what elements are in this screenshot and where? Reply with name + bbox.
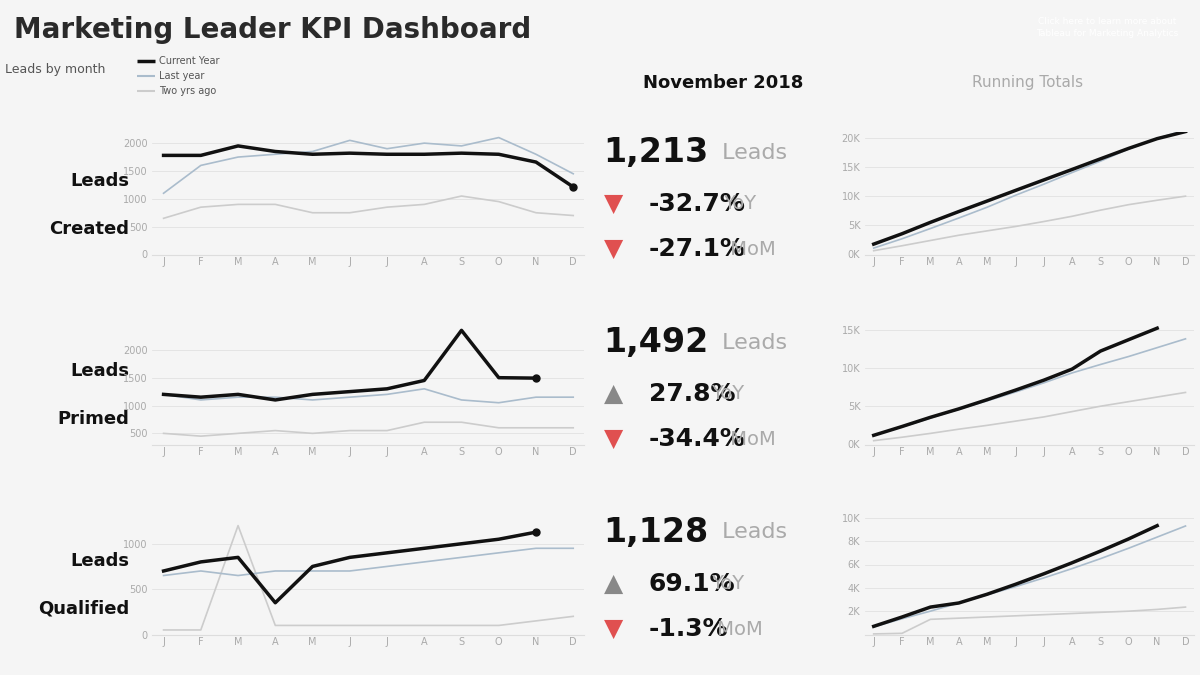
Text: Click here to learn more about
Tableau for Marketing Analytics: Click here to learn more about Tableau f…	[1036, 17, 1178, 38]
Text: ▼: ▼	[604, 618, 623, 641]
Text: November 2018: November 2018	[643, 74, 803, 92]
Text: ▲: ▲	[604, 572, 623, 596]
Text: -32.7%: -32.7%	[649, 192, 745, 216]
Text: Last year: Last year	[160, 71, 204, 81]
Text: MoM: MoM	[712, 620, 763, 639]
Text: ▼: ▼	[604, 192, 623, 216]
Text: Current Year: Current Year	[160, 56, 220, 66]
Text: YoY: YoY	[712, 384, 744, 403]
Text: MoM: MoM	[724, 240, 775, 259]
Text: Leads: Leads	[70, 552, 130, 570]
Text: YoY: YoY	[712, 574, 744, 593]
Text: Two yrs ago: Two yrs ago	[160, 86, 216, 96]
Text: 1,213: 1,213	[604, 136, 709, 169]
Text: -1.3%: -1.3%	[649, 618, 728, 641]
Text: YoY: YoY	[724, 194, 757, 213]
Text: 1,492: 1,492	[604, 326, 709, 359]
Text: ▼: ▼	[604, 427, 623, 452]
Text: Leads: Leads	[70, 172, 130, 190]
Text: Leads: Leads	[715, 333, 787, 352]
Text: Primed: Primed	[58, 410, 130, 427]
Text: Running Totals: Running Totals	[972, 75, 1084, 90]
Text: 1,128: 1,128	[604, 516, 709, 549]
Text: ▲: ▲	[604, 382, 623, 406]
Text: 27.8%: 27.8%	[649, 382, 736, 406]
Text: Leads: Leads	[715, 142, 787, 163]
Text: MoM: MoM	[724, 430, 775, 449]
Text: Created: Created	[49, 219, 130, 238]
Text: -34.4%: -34.4%	[649, 427, 745, 452]
Text: 69.1%: 69.1%	[649, 572, 736, 596]
Text: Marketing Leader KPI Dashboard: Marketing Leader KPI Dashboard	[14, 16, 532, 45]
Text: ▼: ▼	[604, 238, 623, 261]
Text: Leads: Leads	[70, 362, 130, 380]
Text: -27.1%: -27.1%	[649, 238, 745, 261]
Text: Leads by month: Leads by month	[5, 63, 106, 76]
Text: Leads: Leads	[715, 522, 787, 543]
Text: Qualified: Qualified	[38, 599, 130, 618]
